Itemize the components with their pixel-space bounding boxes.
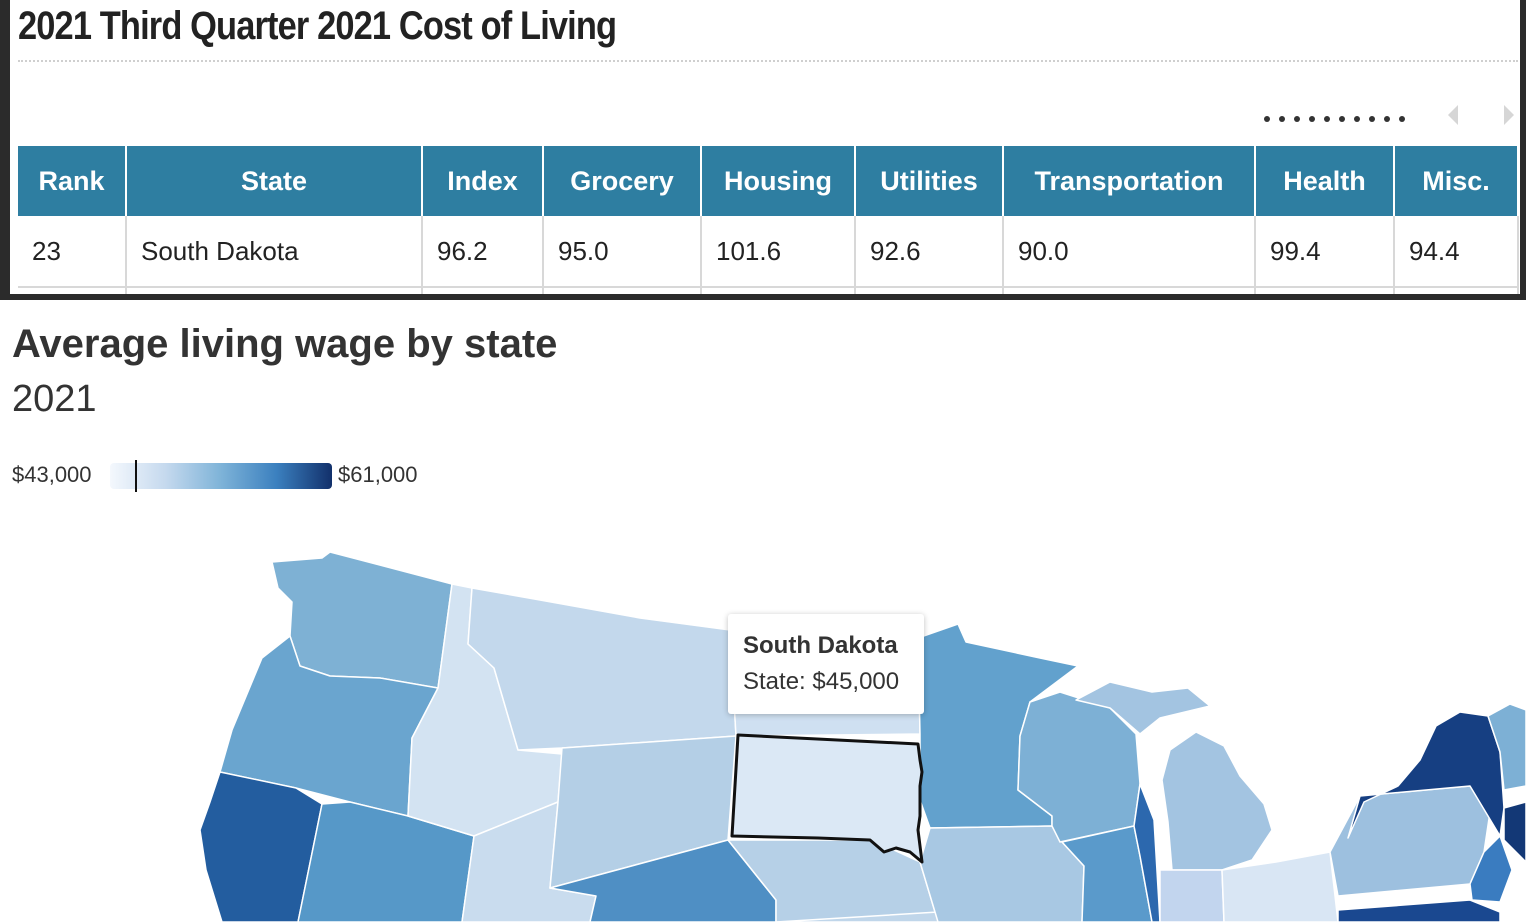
pagination-dot[interactable] [1309,116,1315,122]
pagination-dot[interactable] [1279,116,1285,122]
tooltip-state-value: State: $45,000 [743,668,900,695]
column-header-rank[interactable]: Rank [18,146,127,216]
cell-rank: 23 [18,216,127,288]
pagination-dot[interactable] [1384,116,1390,122]
state-ohio[interactable] [1221,851,1339,922]
legend-min-label: $43,000 [12,462,92,487]
pagination-dot[interactable] [1339,116,1345,122]
state-new-jersey[interactable] [1469,835,1513,903]
map-tooltip: South Dakota State: $45,000 [728,614,924,714]
chart-title: Average living wage by state [12,322,558,366]
column-header-housing[interactable]: Housing [701,146,856,216]
column-header-index[interactable]: Index [422,146,544,216]
legend-value-marker [134,460,137,492]
state-massachusetts[interactable] [1503,801,1526,863]
pagination-dot[interactable] [1399,116,1405,122]
state-pennsylvania[interactable] [1329,785,1491,897]
cost-of-living-card: 2021 Third Quarter 2021 Cost of Living R… [10,0,1520,294]
cell-state: South Dakota [126,216,423,288]
state-california[interactable] [199,771,323,922]
pagination-dot[interactable] [1369,116,1375,122]
table-title: 2021 Third Quarter 2021 Cost of Living [18,4,617,48]
column-header-grocery[interactable]: Grocery [543,146,702,216]
cell-health: 99.4 [1255,216,1395,288]
chart-subtitle: 2021 [12,378,97,420]
previous-page-arrow-icon[interactable] [1448,105,1458,125]
legend-max-label: $61,000 [338,462,418,487]
pagination-dot[interactable] [1324,116,1330,122]
column-header-transportation[interactable]: Transportation [1003,146,1256,216]
pagination-dot[interactable] [1354,116,1360,122]
state-south-dakota[interactable] [730,733,924,864]
state-maryland[interactable] [1337,899,1501,922]
state-michigan-upper[interactable] [1075,681,1211,735]
cell-transportation: 90.0 [1003,216,1256,288]
state-illinois[interactable] [1133,783,1161,922]
state-indiana[interactable] [1159,869,1225,922]
cell-housing: 101.6 [701,216,856,288]
tooltip-state-name: South Dakota [743,632,898,659]
column-header-utilities[interactable]: Utilities [855,146,1004,216]
pagination-dots[interactable] [1264,112,1405,126]
table-row-partial [18,287,1519,294]
column-header-health[interactable]: Health [1255,146,1395,216]
us-choropleth-map [199,551,1526,922]
title-divider [18,60,1518,62]
pagination-dot[interactable] [1294,116,1300,122]
table-row: 23 South Dakota 96.2 95.0 101.6 92.6 90.… [18,216,1519,288]
next-page-arrow-icon[interactable] [1504,105,1514,125]
color-scale-legend [110,463,332,489]
state-michigan[interactable] [1161,731,1273,871]
cost-of-living-table: Rank State Index Grocery Housing Utiliti… [18,146,1519,294]
table-header-row: Rank State Index Grocery Housing Utiliti… [18,146,1519,216]
cell-misc: 94.4 [1394,216,1519,288]
column-header-misc[interactable]: Misc. [1394,146,1519,216]
pagination-dot[interactable] [1264,116,1270,122]
cell-index: 96.2 [422,216,544,288]
state-vermont-nh[interactable] [1487,703,1526,791]
cell-grocery: 95.0 [543,216,702,288]
column-header-state[interactable]: State [126,146,423,216]
cell-utilities: 92.6 [855,216,1004,288]
cost-of-living-panel: 2021 Third Quarter 2021 Cost of Living R… [0,0,1526,300]
